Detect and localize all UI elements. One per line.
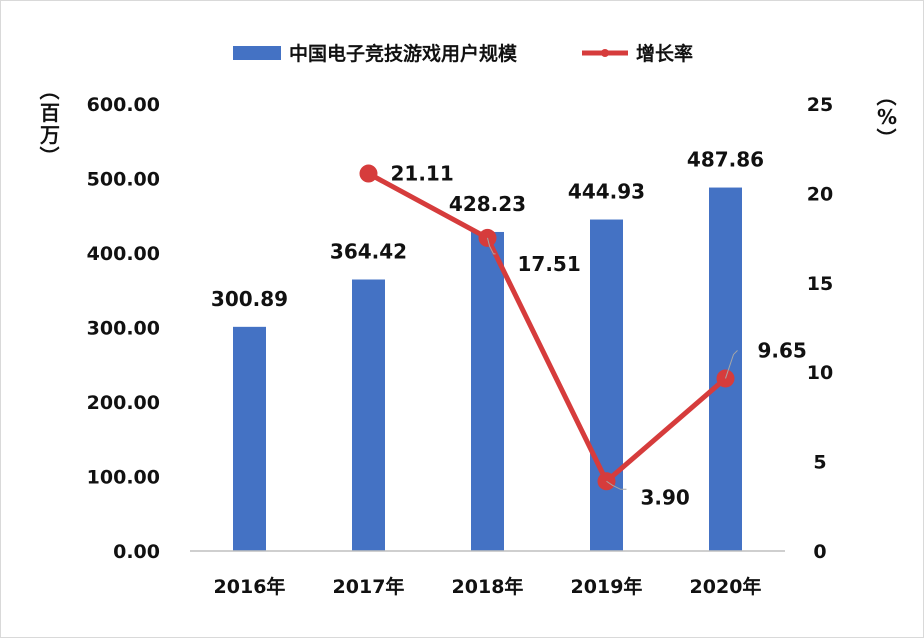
bar <box>233 326 266 551</box>
y-left-axis-title: （百万） <box>37 80 61 166</box>
leader-line <box>725 350 738 379</box>
y-left-title-char: 万 <box>39 123 60 147</box>
y-right-tick-label: 25 <box>807 94 833 116</box>
bar <box>709 187 742 551</box>
growth-point <box>359 164 378 183</box>
legend-bar-label: 中国电子竞技游戏用户规模 <box>289 42 518 65</box>
bar-data-label: 487.86 <box>687 148 764 172</box>
y-left-tick-labels: 0.00 100.00 200.00 300.00 400.00 500.00 600.00 <box>87 94 160 563</box>
line-data-label: 21.11 <box>391 162 454 186</box>
y-right-tick-label: 0 <box>813 541 826 563</box>
leader-line <box>606 480 627 490</box>
legend-line-label: 增长率 <box>636 42 693 65</box>
line-data-label: 3.90 <box>641 485 690 509</box>
y-left-title-char: （ <box>37 80 61 100</box>
bar-data-label: 300.89 <box>211 287 288 311</box>
y-left-tick-label: 600.00 <box>87 94 160 116</box>
legend-line-marker <box>601 49 609 57</box>
x-tick-label: 2018年 <box>452 575 524 598</box>
y-left-tick-label: 400.00 <box>87 243 160 265</box>
bar-data-label: 428.23 <box>449 192 526 216</box>
x-tick-label: 2016年 <box>214 575 286 598</box>
y-right-title-char: （ <box>874 86 898 106</box>
bar-series <box>233 187 742 552</box>
x-tick-labels: 2016年 2017年 2018年 2019年 2020年 <box>214 575 762 598</box>
line-data-labels: 21.11 17.51 3.90 9.65 <box>391 162 807 510</box>
y-left-tick-label: 200.00 <box>87 392 160 414</box>
bar-data-label: 364.42 <box>330 240 407 264</box>
y-left-title-char: ） <box>37 146 61 166</box>
bar <box>352 279 385 551</box>
bar-data-label: 444.93 <box>568 180 645 204</box>
y-left-tick-label: 500.00 <box>87 169 160 191</box>
y-left-tick-label: 300.00 <box>87 318 160 340</box>
y-right-tick-label: 20 <box>807 183 833 205</box>
line-data-label: 17.51 <box>518 252 581 276</box>
x-tick-label: 2020年 <box>690 575 762 598</box>
legend: 中国电子竞技游戏用户规模 增长率 <box>233 42 693 65</box>
y-right-tick-labels: 0 5 10 15 20 25 <box>807 94 833 563</box>
bar-data-labels: 300.89 364.42 428.23 444.93 487.86 <box>211 148 764 311</box>
line-data-label: 9.65 <box>758 338 807 362</box>
bar <box>471 231 504 552</box>
y-left-tick-label: 100.00 <box>87 467 160 489</box>
y-right-tick-label: 15 <box>807 273 833 295</box>
bar <box>590 219 623 551</box>
y-right-title-char: ） <box>874 128 898 148</box>
y-right-tick-label: 5 <box>813 452 826 474</box>
growth-line <box>366 171 728 484</box>
x-tick-label: 2017年 <box>333 575 405 598</box>
y-right-axis-title: （%） <box>874 86 898 148</box>
legend-bar-swatch <box>233 46 281 60</box>
y-left-title-char: 百 <box>40 101 60 125</box>
x-tick-label: 2019年 <box>571 575 643 598</box>
y-left-tick-label: 0.00 <box>113 541 160 563</box>
y-right-tick-label: 10 <box>807 362 833 384</box>
leader-line <box>487 237 496 255</box>
y-right-title-char: % <box>877 105 897 129</box>
